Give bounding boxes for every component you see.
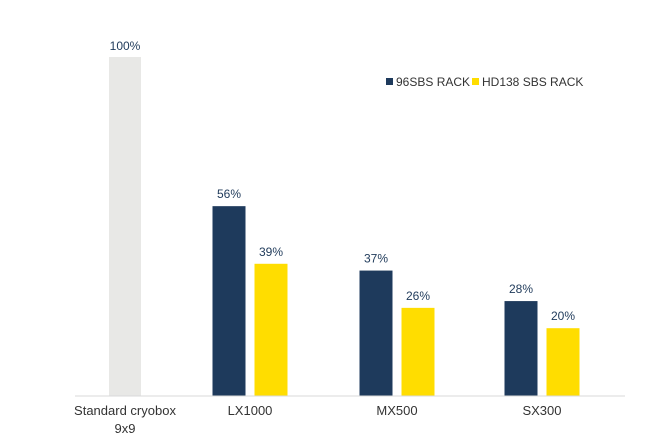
category-labels-group: Standard cryobox 9x9 LX1000 MX500 SX300 (74, 403, 561, 436)
value-label-series-2-cat-3: 20% (551, 309, 575, 323)
bar-reference (109, 57, 141, 396)
bar-series-1-cat-1 (212, 206, 246, 396)
value-labels-group: 100% 56% 37% 28% 39% 26% 20% (110, 39, 576, 323)
legend-swatch-2 (472, 78, 479, 85)
bars-group (109, 57, 580, 396)
bar-series-2-cat-2 (401, 307, 435, 396)
value-label-series-2-cat-2: 26% (406, 289, 430, 303)
category-label-0-line-1: 9x9 (115, 421, 136, 436)
legend-swatch-1 (386, 78, 393, 85)
legend-label-2: HD138 SBS RACK (482, 75, 583, 89)
value-label-series-1-cat-3: 28% (509, 282, 533, 296)
category-label-2-line-0: MX500 (376, 403, 417, 418)
category-label-1-line-0: LX1000 (228, 403, 273, 418)
category-label-0-line-0: Standard cryobox (74, 403, 176, 418)
bar-series-2-cat-3 (546, 328, 580, 396)
bar-series-2-cat-1 (254, 263, 288, 396)
value-label-series-1-cat-2: 37% (364, 252, 388, 266)
value-label-series-1-cat-1: 56% (217, 187, 241, 201)
value-label-series-2-cat-1: 39% (259, 245, 283, 259)
bar-series-1-cat-2 (359, 270, 393, 396)
value-label-reference: 100% (110, 39, 141, 53)
bar-series-1-cat-3 (504, 301, 538, 396)
legend: 96SBS RACK HD138 SBS RACK (386, 75, 583, 89)
legend-label-1: 96SBS RACK (396, 75, 470, 89)
category-label-3-line-0: SX300 (522, 403, 561, 418)
